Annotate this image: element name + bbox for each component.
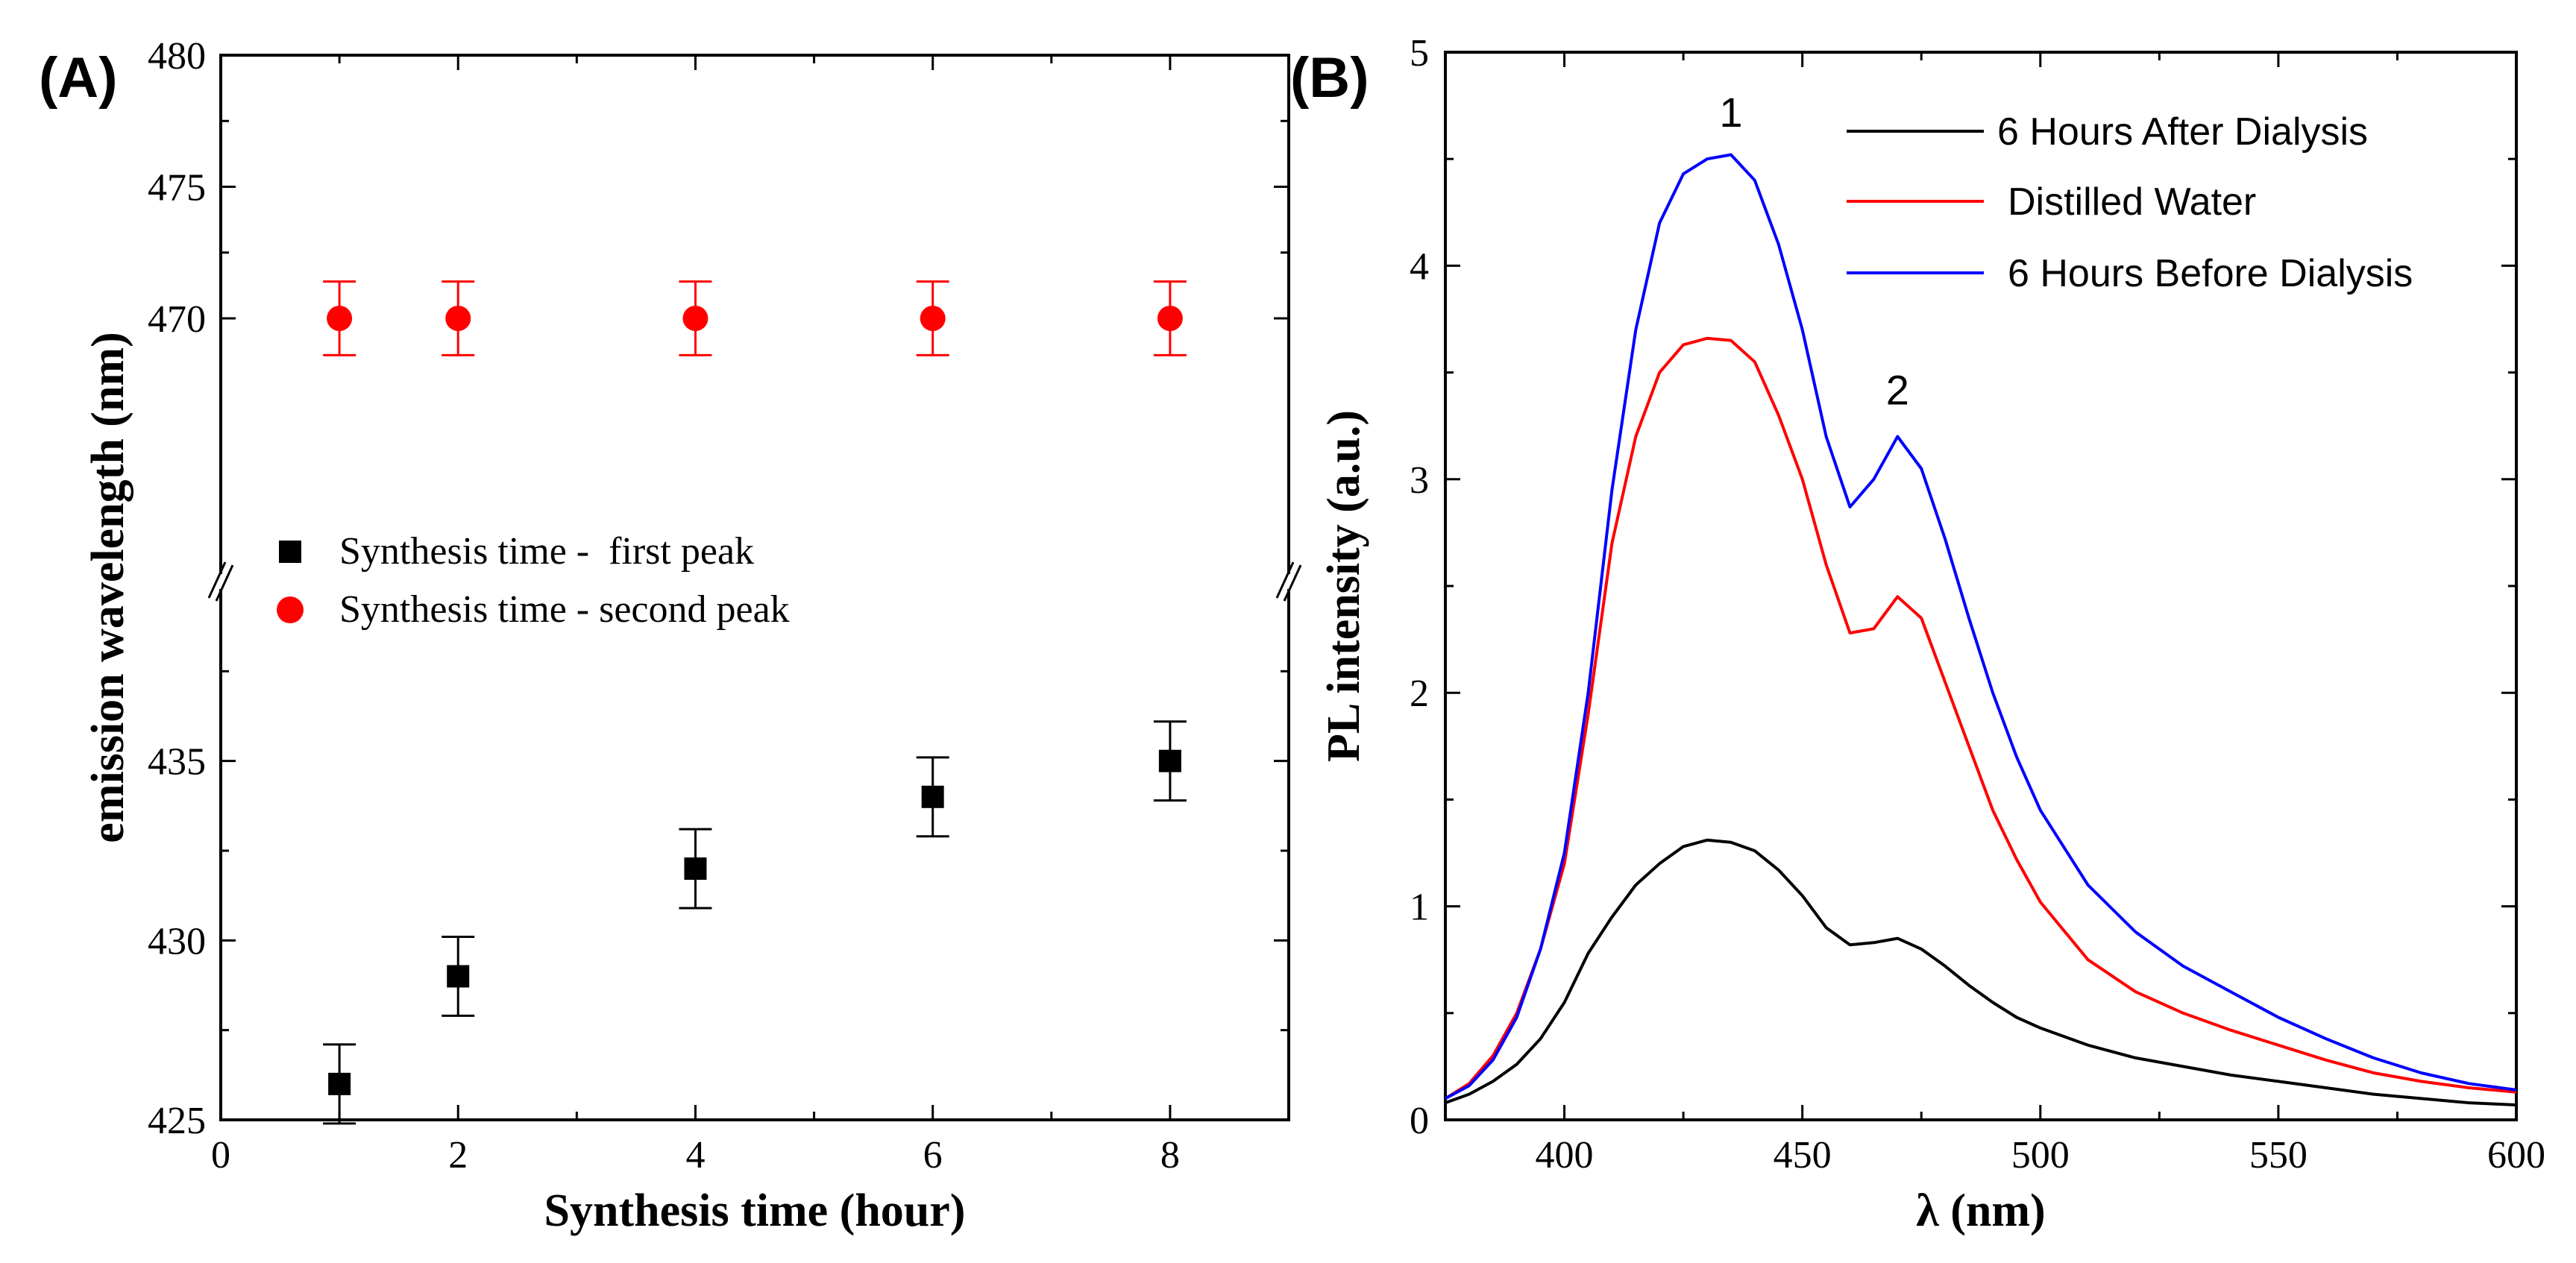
- legend-label-distilled-water: Distilled Water: [2008, 180, 2256, 224]
- panel-b-xlabel: λ (nm): [1916, 1185, 2045, 1236]
- legend-label-after-dialysis: 6 Hours After Dialysis: [1997, 110, 2368, 154]
- y-tick-label: 425: [148, 1100, 206, 1142]
- legend-marker-second-peak: [277, 596, 304, 623]
- data-point-second-peak: [327, 306, 353, 331]
- legend-label-first-peak: Synthesis time - first peak: [339, 530, 754, 573]
- x-tick-label: 8: [1160, 1134, 1180, 1177]
- legend-label-before-dialysis: 6 Hours Before Dialysis: [2008, 252, 2413, 295]
- panel-b-ylabel: PL intensity (a.u.): [1319, 410, 1369, 762]
- panel-a-axis-break: [207, 561, 1302, 602]
- x-tick-label: 450: [1774, 1134, 1832, 1177]
- axis-break-slash: [215, 564, 234, 602]
- panel-b-series-lines: [1444, 153, 2517, 1106]
- panel-a-legend: Synthesis time - first peak Synthesis ti…: [277, 530, 790, 631]
- data-point-first-peak: [447, 965, 470, 988]
- panel-b-legend: 6 Hours After Dialysis Distilled Water 6…: [1847, 110, 2413, 295]
- y-tick-label: 475: [148, 167, 206, 210]
- data-point-first-peak: [684, 857, 707, 881]
- axis-break-slash: [1275, 561, 1295, 599]
- x-tick-label: 600: [2487, 1134, 2545, 1177]
- x-tick-label: 400: [1536, 1134, 1594, 1177]
- peak-annotation: 1: [1719, 89, 1742, 136]
- panel-a-error-bars: [323, 280, 1187, 1125]
- legend-marker-first-peak: [279, 541, 301, 563]
- data-point-first-peak: [921, 785, 944, 808]
- panel-a-label: (A): [39, 46, 118, 110]
- legend-label-second-peak: Synthesis time - second peak: [339, 588, 790, 631]
- y-tick-label: 430: [148, 920, 206, 963]
- series-line-distilled-water: [1444, 336, 2517, 1100]
- panel-a: (A) 0 2 4 6 8 425 430 435 470 475 480 Synthesis ti…: [39, 35, 1302, 1236]
- x-tick-label: 6: [923, 1134, 943, 1177]
- y-tick-label: 5: [1410, 32, 1429, 75]
- panel-a-markers: [327, 306, 1183, 1095]
- y-tick-label: 435: [148, 741, 206, 784]
- panel-b-ticks: [1444, 51, 2518, 1121]
- axis-break-slash: [207, 561, 227, 599]
- series-line-after-dialysis: [1445, 838, 2517, 1106]
- y-tick-label: 470: [148, 298, 206, 341]
- peak-annotation: 2: [1886, 367, 1909, 414]
- y-tick-label: 0: [1410, 1100, 1429, 1142]
- panel-b-annotations: 12: [1719, 89, 1909, 413]
- panel-b-label: (B): [1290, 46, 1369, 110]
- y-tick-label: 1: [1410, 886, 1429, 929]
- panel-a-xlabel: Synthesis time (hour): [544, 1185, 966, 1236]
- data-point-second-peak: [445, 306, 471, 331]
- x-tick-label: 2: [448, 1134, 468, 1177]
- axis-break-slash: [1283, 564, 1302, 602]
- x-tick-label: 500: [2011, 1134, 2070, 1177]
- y-tick-label: 480: [148, 35, 206, 78]
- y-tick-label: 2: [1410, 673, 1429, 715]
- x-tick-label: 4: [685, 1134, 705, 1177]
- panel-a-frame: [219, 54, 1290, 1121]
- series-line-before-dialysis: [1445, 153, 2517, 1100]
- x-tick-label: 550: [2249, 1134, 2308, 1177]
- panel-a-ticks: [219, 54, 1290, 1121]
- data-point-second-peak: [920, 306, 946, 331]
- data-point-second-peak: [1157, 306, 1183, 331]
- data-point-first-peak: [328, 1072, 351, 1095]
- panel-a-ylabel: emission wavelength (nm): [83, 332, 133, 842]
- y-tick-label: 3: [1410, 459, 1429, 502]
- y-tick-label: 4: [1410, 245, 1429, 288]
- data-point-second-peak: [682, 306, 709, 331]
- x-tick-label: 0: [211, 1134, 230, 1177]
- data-point-first-peak: [1158, 749, 1181, 772]
- panel-a-tick-labels: 0 2 4 6 8 425 430 435 470 475 480: [148, 35, 1180, 1177]
